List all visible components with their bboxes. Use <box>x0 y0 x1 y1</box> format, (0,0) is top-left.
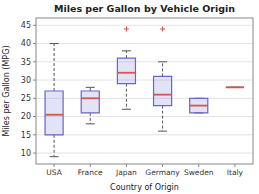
x-tick <box>54 164 55 167</box>
cap-low <box>50 156 59 157</box>
y-axis-label: Miles per Gallon (MPG) <box>2 45 11 136</box>
grid-line <box>36 153 253 154</box>
box <box>45 91 63 135</box>
median <box>45 114 63 116</box>
median <box>154 94 172 96</box>
grid-line <box>36 61 253 62</box>
whisker-low <box>54 135 55 157</box>
title: Miles per Gallon by Vehicle Origin <box>54 3 235 14</box>
grid-line <box>36 25 253 26</box>
box <box>154 76 172 105</box>
y-tick-label: 20 <box>21 112 31 121</box>
grid-line <box>36 80 253 81</box>
grid-line <box>36 98 253 99</box>
median <box>226 86 244 88</box>
cap-high <box>86 87 95 88</box>
cap-high <box>50 43 59 44</box>
boxes <box>45 26 244 156</box>
box <box>117 58 135 84</box>
whisker-low <box>90 113 91 124</box>
x-tick-label: Germany <box>145 168 180 177</box>
plot-frame <box>36 18 253 164</box>
cap-low <box>86 123 95 124</box>
y-tick-label: 25 <box>21 94 31 103</box>
cap-high <box>158 61 167 62</box>
y-tick-label: 10 <box>21 149 31 158</box>
whisker-low <box>126 84 127 110</box>
whisker-high <box>162 62 163 77</box>
x-axis-label: Country of Origin <box>110 183 179 192</box>
grid-line <box>36 134 253 135</box>
y-tick-label: 15 <box>21 131 31 140</box>
x-tick-label: Sweden <box>184 168 214 177</box>
median <box>81 97 99 99</box>
box <box>81 91 99 113</box>
y-tick-label: 35 <box>21 58 31 67</box>
x-tick <box>126 164 127 167</box>
flier <box>124 26 129 31</box>
chart: 10 15 20 25 30 35 40 45 USA France Japan Germany Swe… <box>0 0 259 194</box>
cap-low <box>158 131 167 132</box>
flier <box>160 26 165 31</box>
box <box>190 98 208 113</box>
x-tick <box>162 164 163 167</box>
x-tick-label: France <box>78 168 103 177</box>
whisker-low <box>162 106 163 132</box>
x-tick <box>198 164 199 167</box>
x-tick-label: Japan <box>115 168 137 177</box>
median <box>190 105 208 107</box>
y-tick-label: 40 <box>21 39 31 48</box>
median <box>117 72 135 74</box>
x-tick-label: Italy <box>227 168 244 177</box>
whisker-high <box>54 44 55 91</box>
cap-high <box>122 50 131 51</box>
y-tick-label: 45 <box>21 21 31 30</box>
y-tick-label: 30 <box>21 76 31 85</box>
whisker-high <box>126 51 127 58</box>
x-tick <box>234 164 235 167</box>
grid-line <box>36 43 253 44</box>
box <box>226 87 244 88</box>
grid-line <box>36 116 253 117</box>
x-tick-label: USA <box>46 168 62 177</box>
cap-low <box>122 109 131 110</box>
x-tick <box>90 164 91 167</box>
